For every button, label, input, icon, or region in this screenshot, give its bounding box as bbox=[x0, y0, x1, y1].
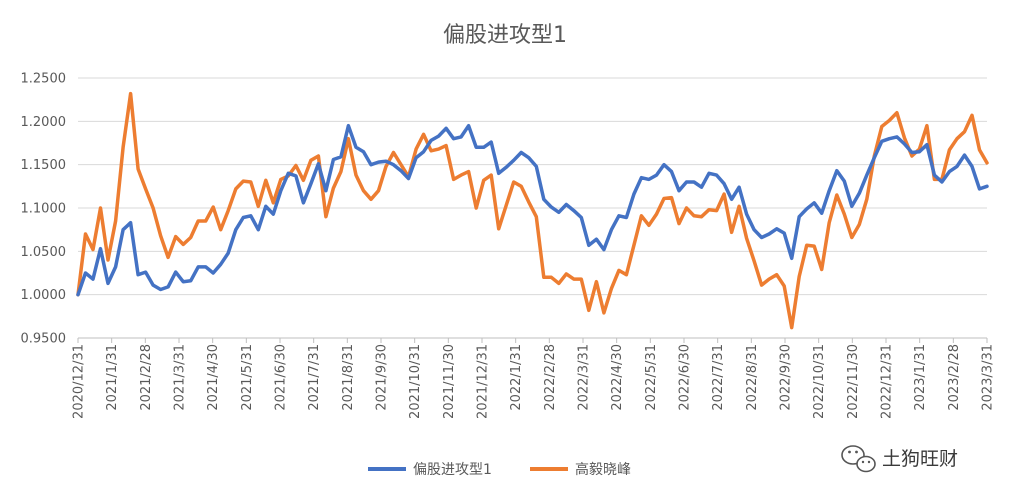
x-tick-label: 2022/12/31 bbox=[880, 344, 895, 419]
legend-item-1: 偏股进攻型1 bbox=[368, 462, 492, 478]
x-tick-label: 2022/4/30 bbox=[610, 344, 625, 411]
x-tick-label: 2021/4/30 bbox=[206, 344, 221, 411]
series-lines bbox=[76, 91, 989, 330]
x-tick-label: 2021/3/31 bbox=[173, 344, 188, 411]
series-line-2 bbox=[76, 91, 989, 330]
x-tick-label: 2022/2/28 bbox=[543, 344, 558, 411]
x-tick-label: 2021/5/31 bbox=[240, 344, 255, 411]
x-tick-label: 2021/2/28 bbox=[139, 344, 154, 411]
x-tick-label: 2021/7/31 bbox=[307, 344, 322, 411]
x-tick-label: 2021/6/30 bbox=[274, 344, 289, 411]
x-tick-label: 2022/8/31 bbox=[745, 344, 760, 411]
x-tick-label: 2022/10/31 bbox=[812, 344, 827, 419]
chart-title: 偏股进攻型1 bbox=[443, 23, 567, 48]
x-tick-label: 2023/2/28 bbox=[947, 344, 962, 411]
x-tick-label: 2022/3/31 bbox=[577, 344, 592, 411]
legend-label-2: 高毅晓峰 bbox=[575, 461, 631, 478]
x-tick-label: 2022/5/31 bbox=[644, 344, 659, 411]
y-tick-label: 1.0500 bbox=[21, 245, 67, 260]
watermark: 土狗旺财 bbox=[841, 445, 958, 473]
x-tick-label: 2023/1/31 bbox=[913, 344, 928, 411]
x-tick-label: 2022/1/31 bbox=[509, 344, 524, 411]
wechat-icon bbox=[841, 445, 876, 473]
x-tick-label: 2021/9/30 bbox=[375, 344, 390, 411]
x-tick-label: 2022/7/31 bbox=[711, 344, 726, 411]
legend-item-2: 高毅晓峰 bbox=[530, 461, 631, 478]
legend: 偏股进攻型1 高毅晓峰 bbox=[368, 461, 631, 478]
series-line-1 bbox=[76, 123, 989, 297]
x-tick-label: 2022/11/30 bbox=[846, 344, 861, 419]
x-tick-label: 2022/9/30 bbox=[779, 344, 794, 411]
x-tick-label: 2021/10/31 bbox=[408, 344, 423, 419]
y-tick-label: 0.9500 bbox=[21, 332, 67, 347]
x-tick-label: 2020/12/31 bbox=[72, 344, 87, 419]
x-tick-label: 2022/6/30 bbox=[678, 344, 693, 411]
x-tick-label: 2023/3/31 bbox=[981, 344, 996, 411]
x-tick-label: 2021/1/31 bbox=[105, 344, 120, 411]
y-tick-label: 1.1500 bbox=[21, 158, 67, 173]
y-tick-label: 1.0000 bbox=[21, 288, 67, 303]
y-tick-label: 1.2000 bbox=[21, 115, 67, 130]
legend-label-1: 偏股进攻型1 bbox=[413, 462, 492, 478]
x-tick-label: 2021/12/31 bbox=[476, 344, 491, 419]
y-tick-label: 1.1000 bbox=[21, 202, 67, 217]
x-tick-label: 2021/11/30 bbox=[442, 344, 457, 419]
x-tick-label: 2021/8/31 bbox=[341, 344, 356, 411]
y-axis: 0.9500 1.0000 1.0500 1.1000 1.1500 1.2000 1.25… bbox=[21, 72, 67, 347]
y-tick-label: 1.2500 bbox=[21, 72, 67, 87]
watermark-text: 土狗旺财 bbox=[882, 448, 958, 470]
x-axis: 2020/12/31 2021/1/31 2021/2/28 2021/3/31 202… bbox=[72, 337, 996, 419]
